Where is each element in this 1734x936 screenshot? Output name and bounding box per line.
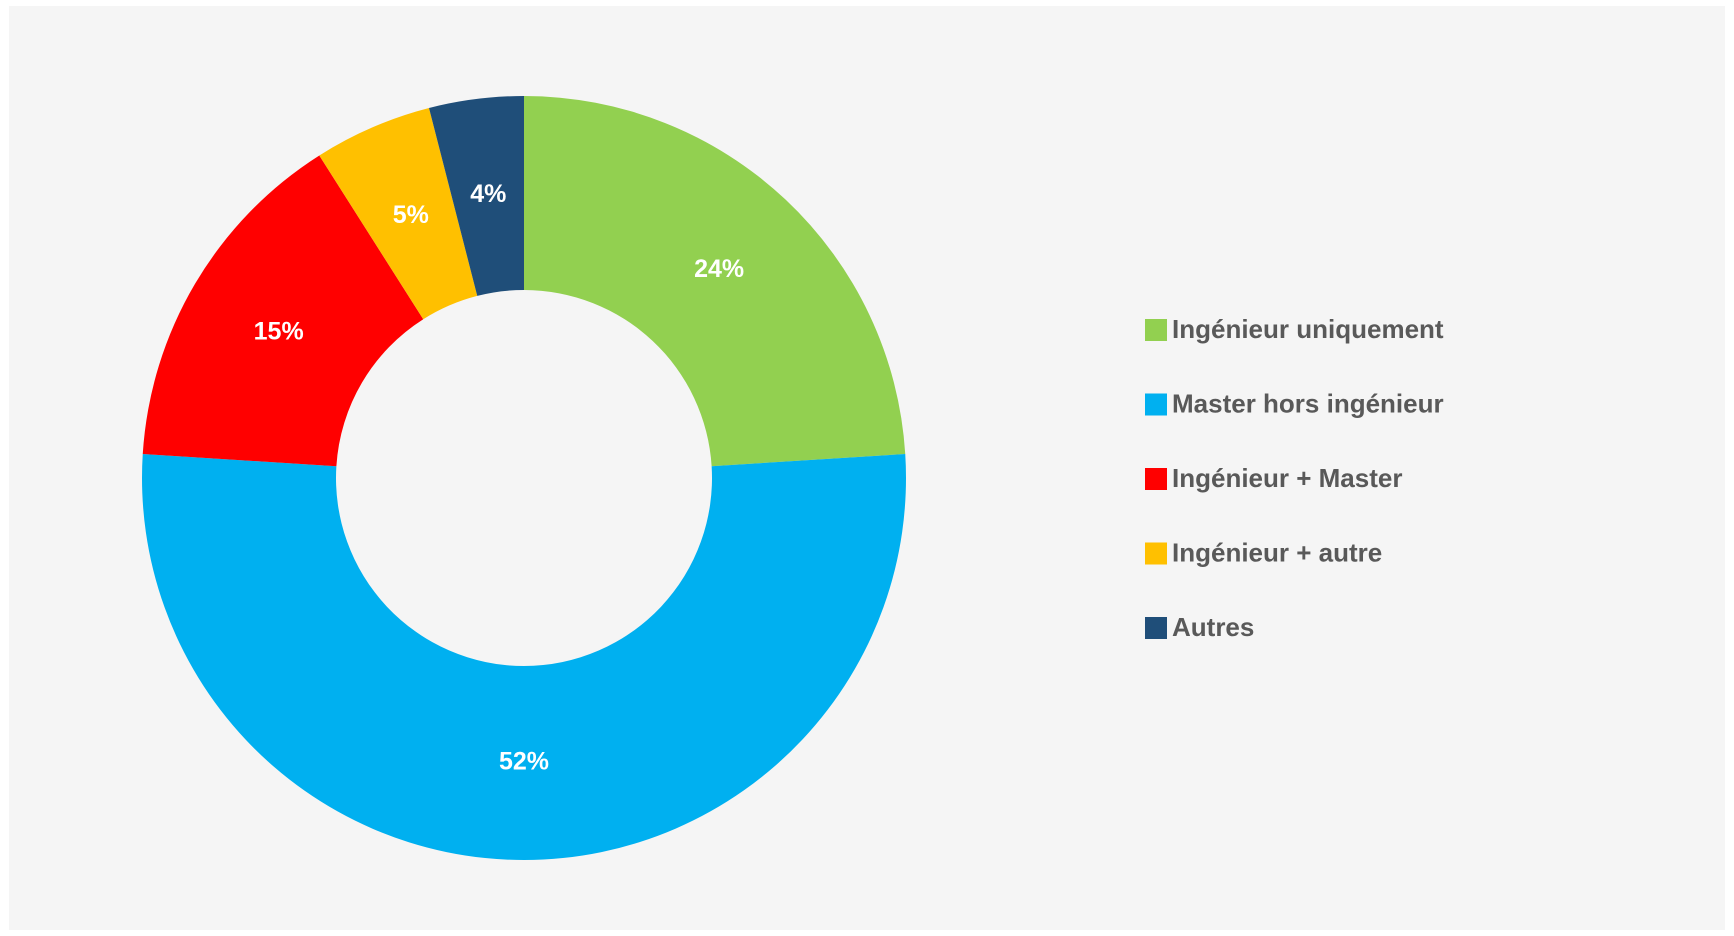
legend-label: Ingénieur + autre xyxy=(1172,537,1382,567)
legend-label: Autres xyxy=(1172,612,1254,642)
donut-slice xyxy=(429,96,524,296)
legend-label: Ingénieur + Master xyxy=(1172,463,1402,493)
data-label: 52% xyxy=(499,748,549,776)
data-label: 4% xyxy=(470,180,506,208)
legend-label: Ingénieur uniquement xyxy=(1172,314,1444,344)
legend-swatch xyxy=(1145,468,1167,490)
donut-slice xyxy=(142,454,906,860)
legend-label: Master hors ingénieur xyxy=(1172,388,1444,418)
legend-swatch xyxy=(1145,393,1167,416)
legend-swatch xyxy=(1145,617,1167,639)
data-label: 5% xyxy=(393,201,429,229)
data-label: 15% xyxy=(254,318,304,346)
donut-slice xyxy=(524,96,906,467)
legend-swatch xyxy=(1145,319,1167,341)
donut-slice xyxy=(319,108,478,320)
data-label: 24% xyxy=(694,255,744,283)
legend-swatch xyxy=(1145,542,1167,565)
donut-slice xyxy=(142,155,424,467)
